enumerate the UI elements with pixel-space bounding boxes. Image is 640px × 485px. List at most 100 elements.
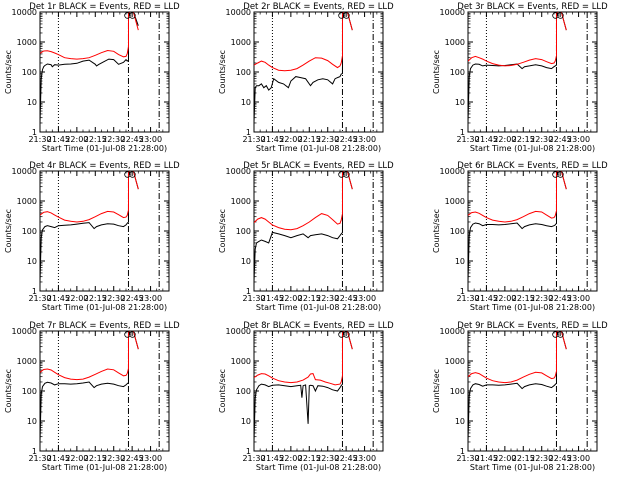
y-tick-label: 100 [236, 227, 251, 236]
series-line-events [468, 171, 567, 283]
x-tick-label: 21:45 [47, 454, 70, 463]
marker-circle [552, 12, 559, 19]
marker-circle [338, 171, 345, 178]
x-tick-label: 21:45 [47, 294, 70, 303]
chart-panel: Det 9r BLACK = Events, RED = LLD 1 10 100 10… [432, 321, 608, 472]
y-tick-label: 10000 [12, 8, 37, 17]
y-tick-label: 1000 [445, 38, 465, 47]
marker-circle [129, 331, 136, 338]
marker-circle [557, 12, 564, 19]
series-line-lld [254, 171, 353, 231]
x-tick-label: 23:00 [353, 294, 376, 303]
series-line-lld [40, 331, 139, 381]
x-tick-label: 22:00 [493, 454, 516, 463]
series-line-lld [468, 12, 567, 67]
series-line-events [254, 331, 353, 443]
x-tick-label: 22:30 [316, 294, 339, 303]
y-tick-label: 10 [241, 98, 251, 107]
y-tick-label: 1000 [17, 357, 37, 366]
series-group [254, 171, 353, 283]
series-group [468, 171, 567, 283]
y-tick-label: 10000 [440, 327, 465, 336]
x-tick-label: 22:15 [84, 454, 107, 463]
marker-circle [557, 171, 564, 178]
y-tick-label: 1000 [445, 357, 465, 366]
plot-frame [467, 330, 598, 452]
series-line-lld [254, 331, 353, 386]
x-tick-label: 22:45 [335, 135, 358, 144]
series-line-lld [468, 171, 567, 223]
x-tick-label: 22:15 [512, 294, 535, 303]
x-axis-label: Start Time (01-Jul-08 21:28:00) [256, 463, 381, 472]
y-tick-label: 1 [246, 447, 251, 456]
x-axis-label: Start Time (01-Jul-08 21:28:00) [256, 303, 381, 312]
x-tick-label: 21:45 [261, 454, 284, 463]
y-tick-label: 100 [22, 68, 37, 77]
x-tick-label: 21:30 [456, 294, 479, 303]
plot-frame [253, 170, 384, 292]
x-tick-label: 22:30 [102, 454, 125, 463]
x-tick-label: 21:30 [242, 294, 265, 303]
x-axis-label: Start Time (01-Jul-08 21:28:00) [470, 303, 595, 312]
y-tick-label: 10000 [440, 167, 465, 176]
y-tick-label: 100 [22, 227, 37, 236]
series-line-events [40, 12, 139, 124]
y-axis-label: Counts/sec [218, 50, 227, 94]
series-line-events [40, 171, 139, 283]
x-tick-label: 23:00 [567, 294, 590, 303]
x-tick-label: 21:45 [475, 135, 498, 144]
x-tick-label: 22:15 [512, 135, 535, 144]
marker-circle [338, 331, 345, 338]
plot-frame [467, 170, 598, 292]
y-axis-label: Counts/sec [432, 209, 441, 253]
marker-circle [343, 331, 350, 338]
x-tick-label: 22:30 [316, 454, 339, 463]
y-tick-label: 1000 [231, 38, 251, 47]
y-tick-label: 10 [455, 257, 465, 266]
y-tick-label: 10000 [12, 327, 37, 336]
marker-circle [343, 171, 350, 178]
y-tick-label: 10000 [12, 167, 37, 176]
y-tick-label: 10 [455, 98, 465, 107]
chart-title: Det 4r BLACK = Events, RED = LLD [29, 161, 180, 171]
marker-circle [343, 12, 350, 19]
x-tick-label: 22:45 [121, 135, 144, 144]
y-tick-label: 10000 [440, 8, 465, 17]
y-axis-label: Counts/sec [218, 209, 227, 253]
x-axis-label: Start Time (01-Jul-08 21:28:00) [256, 144, 381, 153]
y-tick-label: 100 [236, 68, 251, 77]
marker-circle [124, 171, 131, 178]
x-axis-label: Start Time (01-Jul-08 21:28:00) [42, 303, 167, 312]
series-line-lld [40, 12, 139, 60]
marker-circle [552, 331, 559, 338]
y-tick-label: 1000 [17, 38, 37, 47]
marker-circle [338, 12, 345, 19]
y-tick-label: 100 [450, 227, 465, 236]
y-tick-label: 10000 [226, 8, 251, 17]
chart-panel: Det 6r BLACK = Events, RED = LLD 1 10 100 10… [432, 161, 608, 312]
plot-frame [253, 11, 384, 133]
plot-frame [253, 330, 384, 452]
x-tick-label: 22:15 [298, 135, 321, 144]
marker-circle [129, 171, 136, 178]
x-tick-label: 22:15 [298, 454, 321, 463]
chart-panel: Det 4r BLACK = Events, RED = LLD 1 10 100 10… [4, 161, 180, 312]
series-group [468, 331, 567, 443]
y-tick-label: 1000 [445, 197, 465, 206]
x-tick-label: 21:30 [456, 454, 479, 463]
x-tick-label: 22:45 [549, 454, 572, 463]
x-tick-label: 23:00 [567, 135, 590, 144]
x-tick-label: 23:00 [139, 454, 162, 463]
y-axis-label: Counts/sec [4, 50, 13, 94]
marker-circle [124, 12, 131, 19]
x-tick-label: 21:30 [456, 135, 479, 144]
x-axis-label: Start Time (01-Jul-08 21:28:00) [42, 144, 167, 153]
chart-title: Det 7r BLACK = Events, RED = LLD [29, 321, 180, 331]
series-line-events [468, 12, 567, 124]
x-tick-label: 22:30 [102, 294, 125, 303]
y-tick-label: 1 [246, 128, 251, 137]
plot-frame [467, 11, 598, 133]
y-tick-label: 10 [27, 98, 37, 107]
y-tick-label: 10 [241, 257, 251, 266]
